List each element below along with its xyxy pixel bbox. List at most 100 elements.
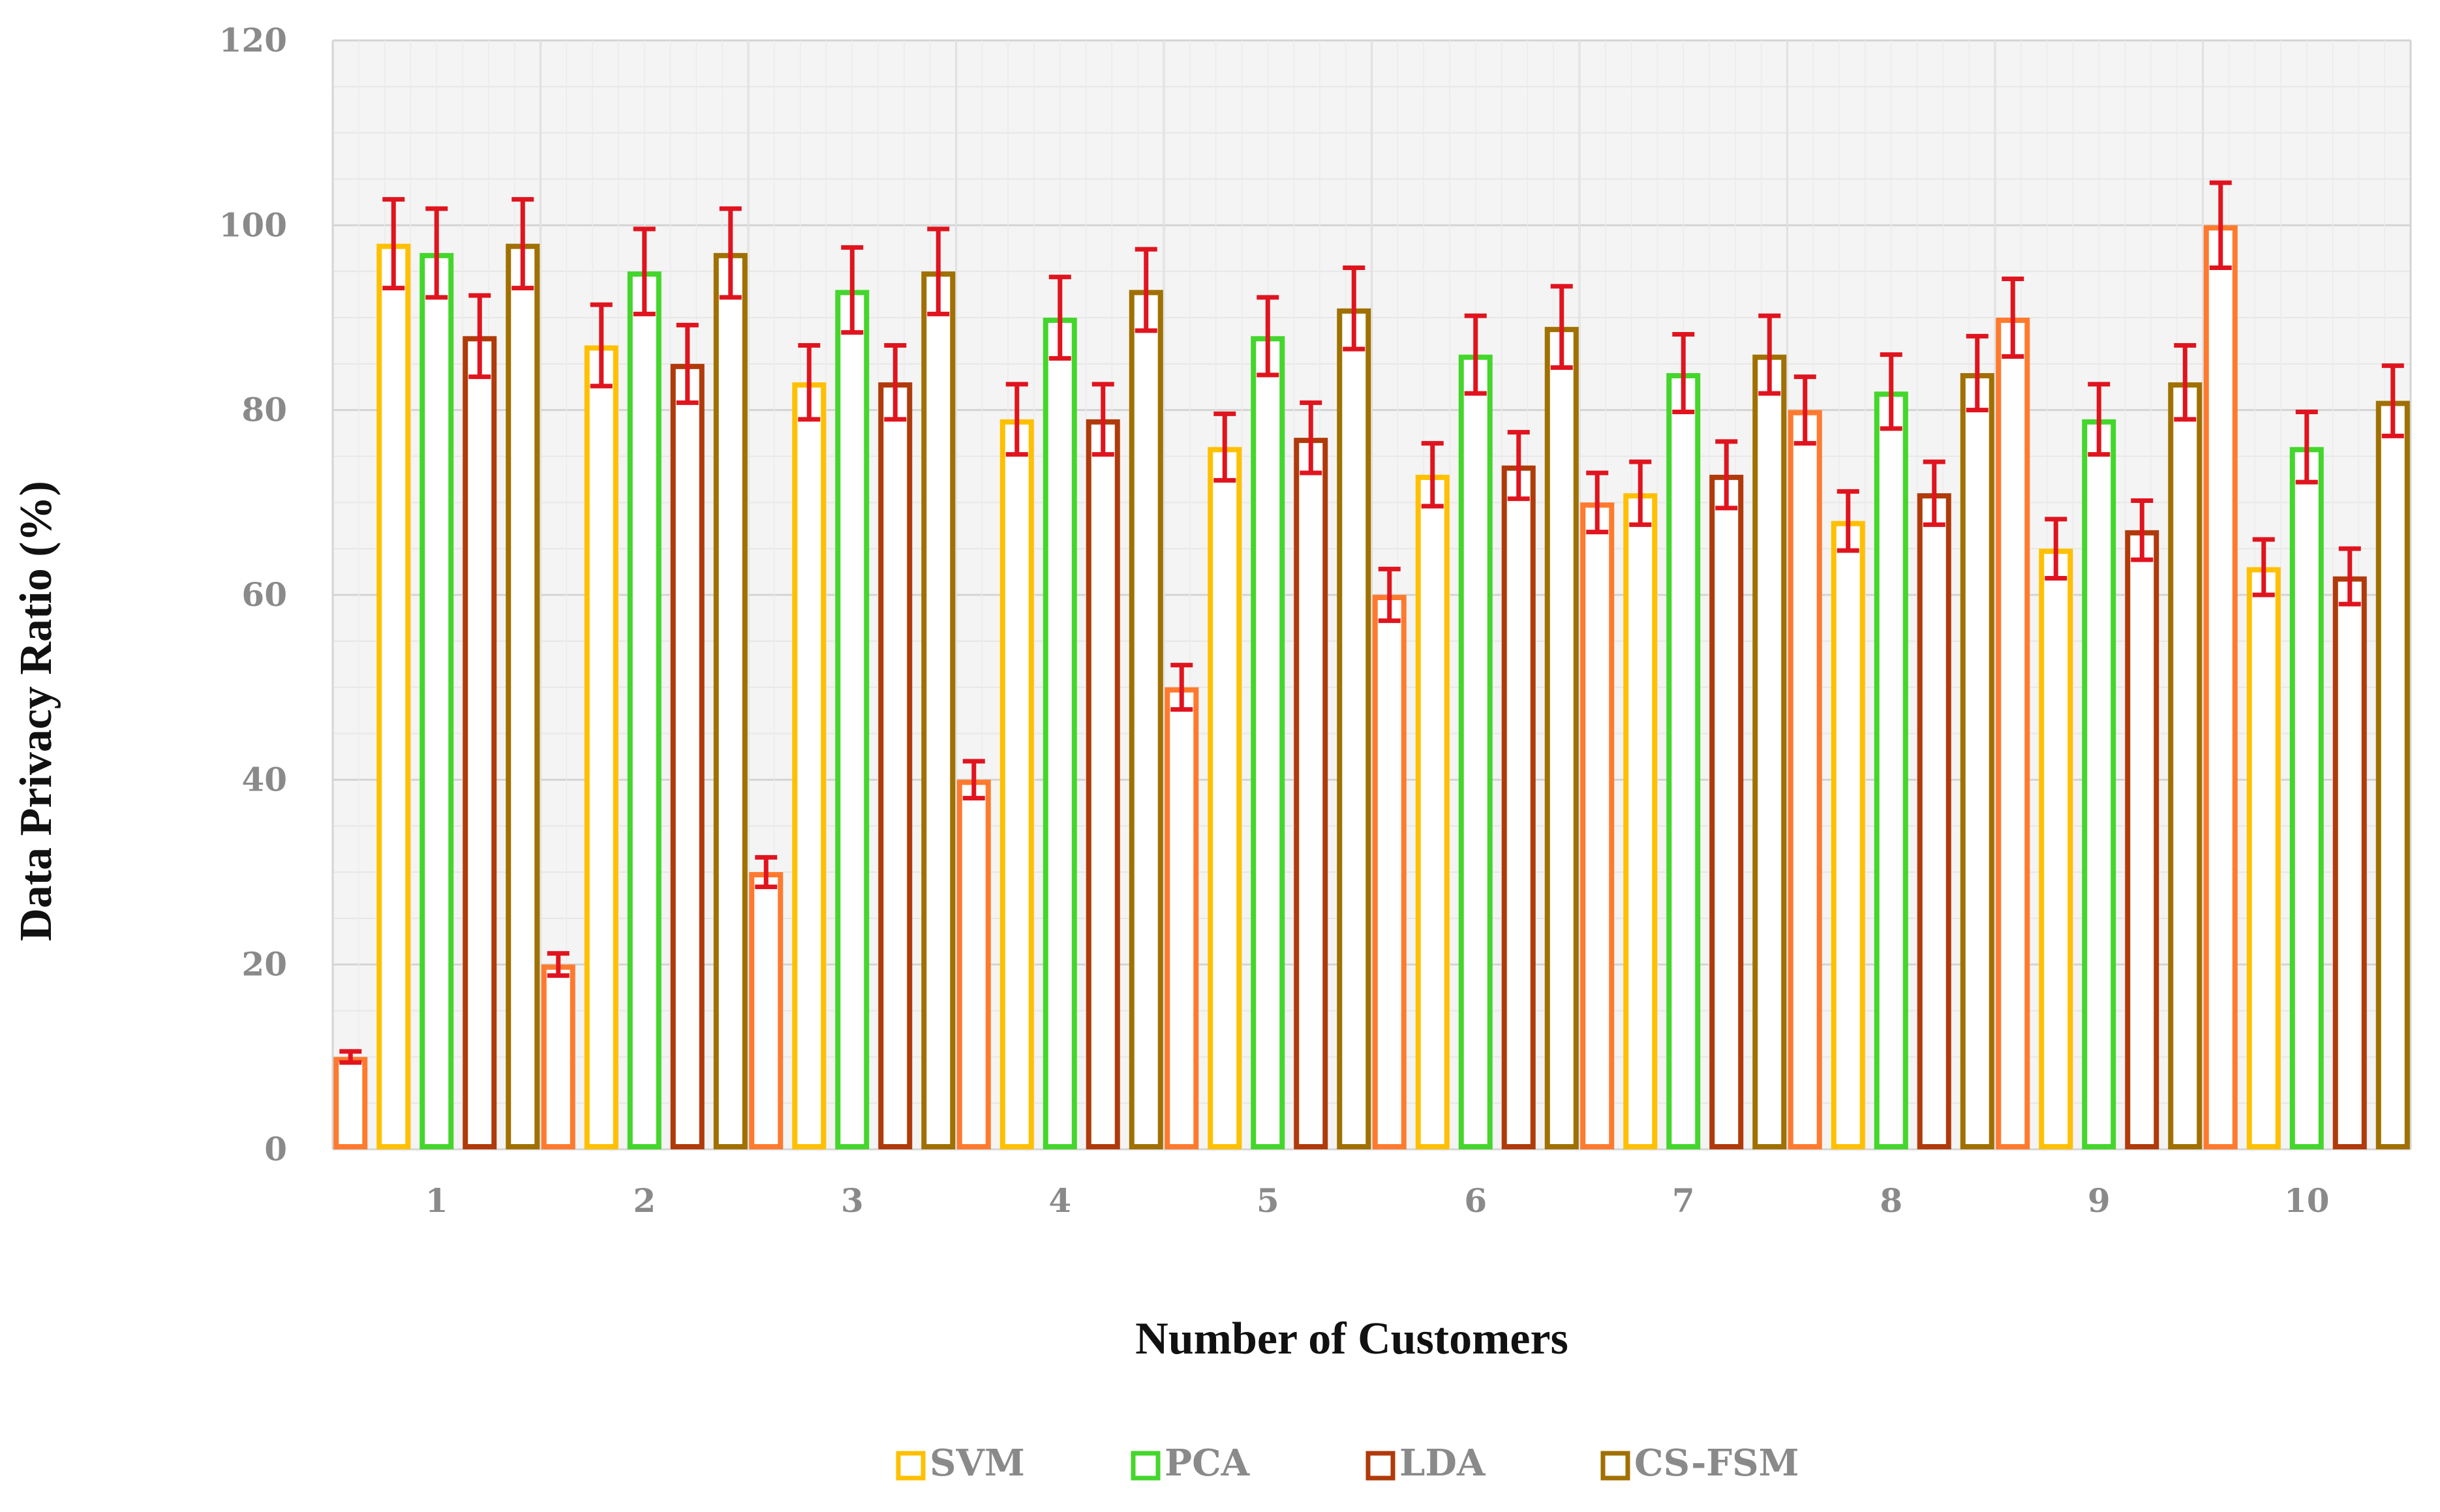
error-bar xyxy=(382,197,405,291)
bar xyxy=(541,964,575,1149)
error-bar xyxy=(468,293,491,380)
x-tick-label: 4 xyxy=(1048,1181,1071,1220)
error-bar xyxy=(2174,343,2197,422)
x-tick-label: 2 xyxy=(633,1181,656,1220)
bar xyxy=(419,252,454,1149)
bar xyxy=(2082,419,2116,1149)
bar xyxy=(2125,530,2159,1149)
bar xyxy=(956,779,991,1150)
legend-item: SVM xyxy=(896,1442,1025,1485)
bar xyxy=(1544,327,1579,1150)
error-bar xyxy=(1300,400,1322,476)
y-tick-label: 100 xyxy=(219,205,287,244)
error-bar xyxy=(1135,247,1157,333)
bar xyxy=(1666,373,1701,1149)
bar xyxy=(2039,549,2073,1149)
error-bar xyxy=(1421,441,1444,509)
error-bar xyxy=(1343,265,1365,352)
error-bar xyxy=(2209,180,2232,270)
error-bar xyxy=(1213,411,1236,483)
bar xyxy=(1086,419,1120,1149)
error-bar xyxy=(676,322,699,405)
bar xyxy=(878,382,913,1150)
legend-label: CS-FSM xyxy=(1634,1442,1799,1485)
bar xyxy=(2375,401,2410,1149)
legend-swatch xyxy=(1365,1451,1395,1481)
error-bar xyxy=(1091,382,1114,457)
y-tick-label: 20 xyxy=(241,945,287,984)
error-bar xyxy=(884,343,907,422)
x-tick-label: 5 xyxy=(1257,1181,1279,1220)
bar xyxy=(1960,373,1994,1149)
error-bar xyxy=(2252,537,2275,597)
bar xyxy=(1458,354,1493,1150)
error-bar xyxy=(755,854,778,890)
bar xyxy=(1788,410,1822,1150)
bar-series xyxy=(333,225,2410,1150)
bar xyxy=(1623,493,1658,1149)
bar xyxy=(2289,447,2324,1149)
bar xyxy=(1752,354,1787,1150)
bar xyxy=(2246,567,2281,1149)
error-bar xyxy=(2131,498,2154,562)
y-tick-label: 0 xyxy=(264,1130,287,1168)
bar xyxy=(1580,502,1615,1149)
error-bar xyxy=(1005,382,1028,457)
x-tick-label: 1 xyxy=(425,1181,448,1220)
error-bar xyxy=(590,302,613,389)
legend: SVM PCA LDA CS-FSM xyxy=(896,1442,1799,1485)
bar xyxy=(713,252,748,1149)
legend-swatch xyxy=(896,1451,926,1481)
x-tick-label: 7 xyxy=(1672,1181,1695,1220)
error-bar xyxy=(1923,459,1945,527)
error-bar xyxy=(2338,546,2361,607)
x-axis-ticks: 1 2 3 4 5 6 7 8 9 10 xyxy=(425,1181,2330,1220)
legend-swatch xyxy=(1131,1451,1161,1481)
bar xyxy=(792,382,827,1150)
bar xyxy=(1208,447,1242,1149)
bar xyxy=(1874,391,1908,1149)
bar xyxy=(627,271,662,1150)
bar xyxy=(1917,493,1951,1149)
error-bar xyxy=(1507,430,1530,502)
error-bar xyxy=(1793,374,1816,446)
y-tick-label: 60 xyxy=(241,575,287,614)
x-axis-label: Number of Customers xyxy=(1135,1314,1568,1364)
bar xyxy=(1996,318,2030,1149)
error-bar xyxy=(1048,275,1071,361)
bar xyxy=(2332,576,2367,1149)
error-bar xyxy=(1257,295,1279,378)
bar xyxy=(463,336,497,1149)
legend-item: CS-FSM xyxy=(1600,1442,1799,1485)
bar xyxy=(1337,308,1371,1149)
bar xyxy=(1043,318,1077,1149)
error-bar xyxy=(1170,663,1193,712)
bar xyxy=(2203,225,2238,1149)
bar xyxy=(1501,465,1536,1150)
x-tick-label: 6 xyxy=(1464,1181,1487,1220)
x-tick-label: 10 xyxy=(2284,1181,2330,1220)
error-bars xyxy=(339,180,2404,1065)
error-bar xyxy=(1586,470,1609,535)
bar xyxy=(999,419,1034,1149)
error-bar xyxy=(425,206,448,300)
error-bar xyxy=(719,206,742,300)
bar xyxy=(2168,382,2203,1150)
error-bar xyxy=(1715,439,1738,511)
legend-label: PCA xyxy=(1165,1442,1251,1485)
bar xyxy=(1294,438,1328,1150)
error-bar xyxy=(2002,277,2024,359)
bar xyxy=(1709,474,1744,1149)
bar xyxy=(584,345,618,1149)
error-bar xyxy=(2088,382,2111,457)
bar xyxy=(835,290,870,1149)
bar xyxy=(333,1057,368,1150)
error-bar xyxy=(339,1049,362,1065)
x-tick-label: 3 xyxy=(841,1181,864,1220)
error-bar xyxy=(2045,517,2067,581)
error-bar xyxy=(2295,410,2318,485)
error-bar xyxy=(1378,566,1401,624)
error-bar xyxy=(1550,284,1573,370)
bar xyxy=(1165,687,1199,1149)
